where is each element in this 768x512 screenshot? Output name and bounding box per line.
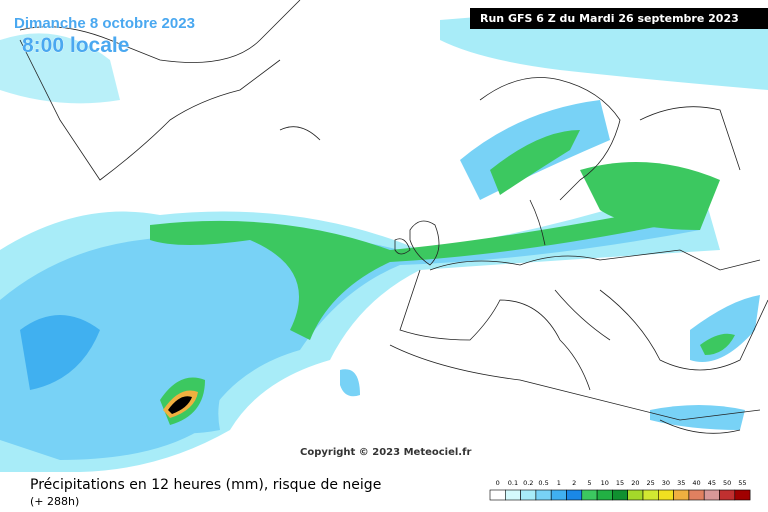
legend-label: 40 — [692, 479, 700, 487]
legend-swatch — [581, 489, 598, 501]
legend-swatch — [535, 489, 552, 501]
footer-title: Précipitations en 12 heures (mm), risque… — [30, 477, 381, 493]
legend-swatch — [642, 489, 659, 501]
legend-swatch — [596, 489, 613, 501]
legend-label: 35 — [677, 479, 685, 487]
legend-label: 5 — [587, 479, 591, 487]
legend-label: 2 — [572, 479, 576, 487]
legend-swatch — [520, 489, 537, 501]
map-time: 8:00 locale — [22, 34, 129, 57]
legend-label: 0.5 — [538, 479, 548, 487]
legend-label: 0 — [496, 479, 500, 487]
legend-swatch — [550, 489, 567, 501]
legend-swatch — [719, 489, 736, 501]
legend-label: 1 — [557, 479, 561, 487]
legend-label: 30 — [662, 479, 670, 487]
legend-label: 0.1 — [508, 479, 518, 487]
legend-label: 10 — [601, 479, 609, 487]
legend-label: 15 — [616, 479, 624, 487]
legend-swatch — [734, 489, 751, 501]
legend-label: 55 — [738, 479, 746, 487]
map-date: Dimanche 8 octobre 2023 — [14, 15, 195, 32]
legend-label: 45 — [708, 479, 716, 487]
legend-swatch — [489, 489, 506, 501]
legend-swatch — [612, 489, 629, 501]
legend-swatch — [657, 489, 674, 501]
legend: 0 0.1 0.2 0.5 1 2 5 10 15 20 25 30 35 40 45 50 55 — [489, 479, 751, 501]
run-label: Run GFS 6 Z du Mardi 26 septembre 2023 — [480, 12, 739, 25]
legend-label: 20 — [631, 479, 639, 487]
run-banner: Run GFS 6 Z du Mardi 26 septembre 2023 — [470, 8, 768, 29]
legend-label: 25 — [647, 479, 655, 487]
coastlines — [19, 0, 768, 434]
legend-swatch — [504, 489, 521, 501]
legend-label: 0.2 — [523, 479, 533, 487]
copyright: Copyright © 2023 Meteociel.fr — [300, 447, 471, 458]
legend-swatch — [566, 489, 583, 501]
legend-swatch — [673, 489, 690, 501]
legend-swatch — [703, 489, 720, 501]
precipitation-field — [0, 12, 768, 472]
legend-swatch — [688, 489, 705, 501]
legend-swatch — [627, 489, 644, 501]
footer-lead: (+ 288h) — [30, 495, 79, 508]
legend-label: 50 — [723, 479, 731, 487]
